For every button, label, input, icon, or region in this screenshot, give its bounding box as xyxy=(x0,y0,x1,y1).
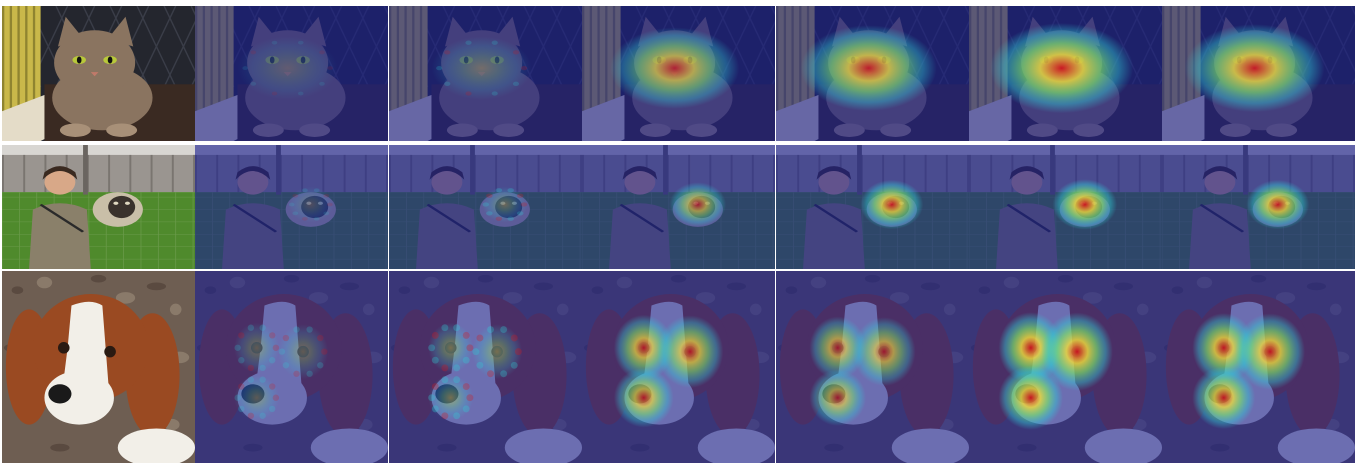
basset-puppy-saliency-map-1 xyxy=(195,271,388,463)
basset-puppy-original-photo xyxy=(2,271,195,463)
basset-puppy-saliency-map-5 xyxy=(969,271,1162,463)
cat-saliency-map-4 xyxy=(776,6,969,141)
cat-original-photo xyxy=(2,6,195,141)
person-and-sheep-saliency-map-4 xyxy=(776,145,969,269)
person-and-sheep-saliency-map-3 xyxy=(582,145,775,269)
cat-saliency-map-3 xyxy=(582,6,775,141)
basset-puppy-saliency-map-3 xyxy=(582,271,775,463)
person-and-sheep-saliency-map-1 xyxy=(195,145,388,269)
cat-saliency-map-6 xyxy=(1162,6,1355,141)
cat-saliency-map-2 xyxy=(389,6,582,141)
basset-puppy-saliency-map-6 xyxy=(1162,271,1355,463)
person-and-sheep-saliency-map-5 xyxy=(969,145,1162,269)
person-and-sheep-saliency-map-6 xyxy=(1162,145,1355,269)
cat-saliency-map-1 xyxy=(195,6,388,141)
person-and-sheep-original-photo xyxy=(2,145,195,269)
person-and-sheep-saliency-map-2 xyxy=(389,145,582,269)
basset-puppy-saliency-map-2 xyxy=(389,271,582,463)
cat-saliency-map-5 xyxy=(969,6,1162,141)
basset-puppy-saliency-map-4 xyxy=(776,271,969,463)
